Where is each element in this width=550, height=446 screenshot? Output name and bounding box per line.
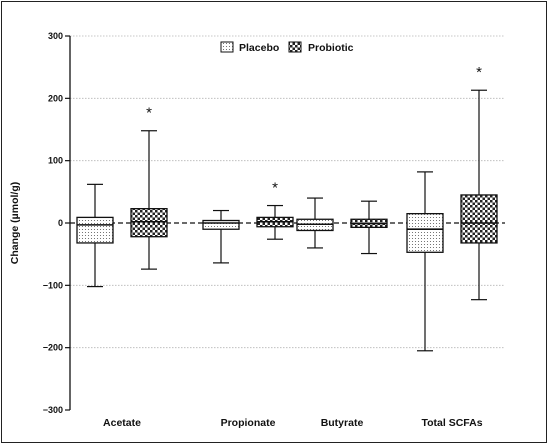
significance-markers: * * * [146, 64, 482, 196]
y-tick-label: −200 [43, 343, 63, 353]
box-iqr [76, 216, 114, 244]
box-iqr [130, 208, 168, 238]
box-iqr [406, 212, 444, 253]
significance-star: * [476, 64, 482, 81]
y-tick-label: −100 [43, 280, 63, 290]
box-placebo-acetate [76, 183, 114, 288]
box-probiotic-butyrate [350, 200, 388, 255]
legend-label-probiotic: Probiotic [308, 42, 354, 54]
box-probiotic-propionate [256, 204, 294, 240]
box-iqr [460, 194, 498, 244]
y-tick-label: −300 [43, 405, 63, 415]
y-axis: 300 200 100 0 −100 −200 −300 [43, 31, 71, 415]
gridlines [70, 35, 505, 349]
box-probiotic-total-scfas [460, 89, 498, 301]
category-label: Propionate [221, 417, 276, 429]
box-placebo-butyrate [296, 197, 334, 249]
category-label: Acetate [103, 417, 141, 429]
box-iqr [202, 219, 240, 230]
box-probiotic-acetate [130, 130, 168, 270]
category-label: Total SCFAs [421, 417, 482, 429]
y-tick-label: 0 [58, 218, 63, 228]
legend-label-placebo: Placebo [239, 42, 279, 54]
y-axis-title: Change (µmol/g) [9, 182, 21, 264]
legend-swatch-placebo [220, 41, 234, 53]
box-placebo-total-scfas [406, 171, 444, 352]
significance-star: * [146, 105, 152, 122]
legend-swatch-probiotic [288, 41, 302, 53]
box-placebo-propionate [202, 209, 240, 264]
category-labels: Acetate Propionate Butyrate Total SCFAs [103, 417, 483, 429]
y-tick-label: 300 [48, 31, 63, 41]
legend: Placebo Probiotic [220, 41, 354, 54]
significance-star: * [272, 180, 278, 197]
boxes [76, 89, 498, 352]
y-tick-label: 200 [48, 93, 63, 103]
y-tick-label: 100 [48, 156, 63, 166]
category-label: Butyrate [321, 417, 364, 429]
